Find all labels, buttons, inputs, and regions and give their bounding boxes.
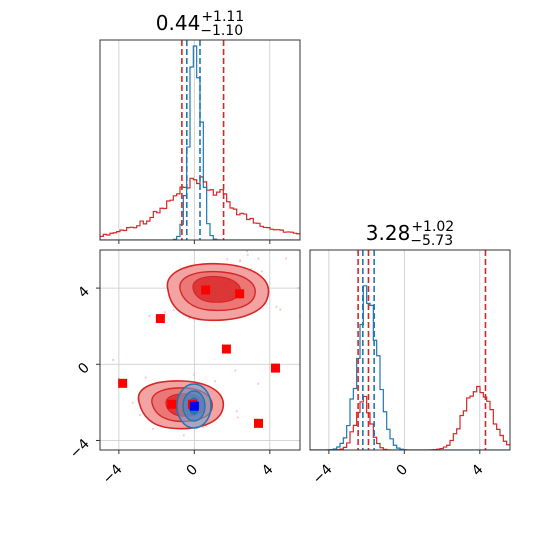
- hist-param-2-ticks: −4 0 4: [310, 450, 487, 487]
- tick-label-x-1: 0: [184, 462, 202, 480]
- title-param-1: 0.44+1.11 −1.10: [156, 9, 244, 39]
- marker-5: [118, 378, 128, 388]
- title-1-main: 0.44: [156, 11, 201, 35]
- sample-point: [257, 382, 260, 385]
- sample-point: [148, 314, 151, 317]
- hist-param-2-panel: −4 0 4: [309, 249, 511, 487]
- sample-point: [257, 257, 260, 260]
- tick-label-y-0: −4: [67, 436, 93, 462]
- hist-param-1-red: [100, 176, 300, 240]
- upper-contour-inner: [192, 275, 241, 303]
- tick-label-x-1: 0: [394, 462, 412, 480]
- joint-contour-panel: −4 −4 0 0 4 4: [67, 232, 357, 487]
- sample-point: [239, 259, 242, 262]
- sample-point: [131, 401, 134, 404]
- hist-param-1-grid: [118, 40, 271, 240]
- sample-point: [236, 416, 239, 419]
- tick-label-y-1: 0: [75, 360, 93, 378]
- title-1-sub: −1.10: [200, 23, 243, 39]
- title-2-sup: +1.02: [411, 219, 454, 235]
- sample-point: [246, 253, 249, 257]
- hist-param-1-panel: [99, 39, 301, 244]
- sample-point: [234, 369, 237, 372]
- sample-point: [197, 232, 199, 234]
- title-param-2: 3.28+1.02 −5.73: [366, 219, 454, 249]
- sample-point: [245, 250, 249, 253]
- sample-point: [152, 427, 155, 431]
- tick-label-x-0: −4: [100, 461, 126, 487]
- sample-point: [163, 311, 166, 314]
- sample-point: [275, 305, 278, 308]
- tick-label-x-0: −4: [310, 461, 336, 487]
- sample-point: [235, 410, 238, 413]
- hist-param-2-quantile-lines: [357, 250, 487, 450]
- marker-3: [221, 344, 231, 354]
- tick-label-x-2: 4: [469, 461, 487, 479]
- title-2-main: 3.28: [366, 221, 411, 245]
- marker-4: [270, 363, 280, 373]
- center-marker: [189, 401, 199, 411]
- sample-point: [182, 434, 185, 437]
- sample-point: [172, 309, 175, 312]
- marker-2: [155, 314, 165, 324]
- hist-param-2-frame: [309, 249, 511, 451]
- sample-point: [226, 258, 229, 261]
- sample-point: [112, 358, 115, 361]
- hist-param-1-quantile-lines: [181, 40, 225, 240]
- sample-point: [285, 257, 288, 260]
- sample-point: [138, 413, 142, 416]
- sample-point: [355, 282, 357, 284]
- sample-point: [144, 376, 147, 379]
- sample-point: [279, 308, 282, 311]
- hist-param-1-ticks: [118, 240, 271, 244]
- hist-param-1-blue: [100, 45, 300, 240]
- sample-point: [297, 286, 300, 290]
- hist-param-2-blue: [310, 285, 510, 450]
- sample-point: [192, 373, 196, 376]
- hist-param-2-grid: [328, 250, 481, 450]
- joint-frame: [99, 249, 301, 451]
- marker-7: [167, 399, 177, 409]
- sample-point: [213, 380, 217, 383]
- sample-point: [261, 270, 264, 273]
- title-1-sup: +1.11: [201, 9, 244, 25]
- marker-6: [253, 418, 263, 428]
- upper-red-contours: [166, 262, 270, 322]
- tick-label-y-2: 4: [75, 284, 93, 302]
- title-2-sub: −5.73: [410, 233, 453, 249]
- hist-param-1-frame: [99, 39, 301, 241]
- marker-1: [235, 289, 245, 299]
- tick-label-x-2: 4: [259, 461, 277, 479]
- sample-point: [117, 377, 120, 380]
- marker-0: [201, 285, 211, 295]
